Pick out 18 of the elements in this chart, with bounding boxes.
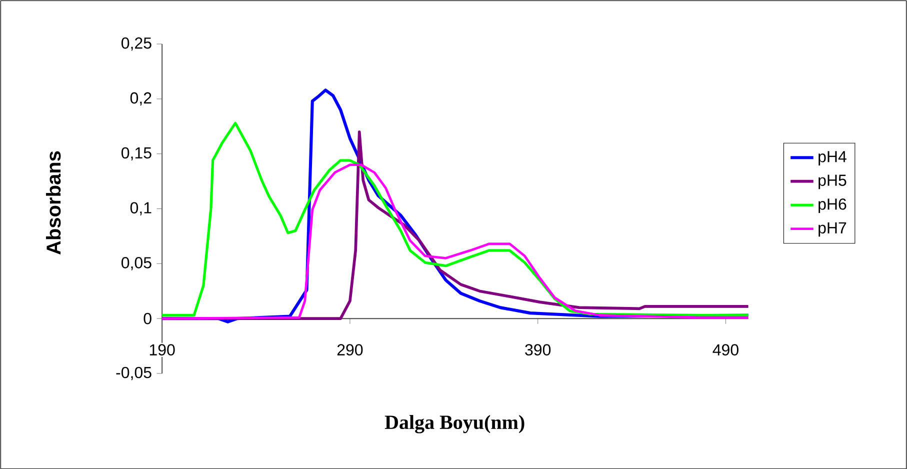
legend-label: pH4	[818, 150, 846, 166]
y-tick-label: 0,25	[122, 37, 152, 50]
legend-label: pH7	[818, 222, 846, 236]
y-tick-label: 0	[144, 312, 152, 324]
y-tick-label: -0,05	[116, 366, 152, 380]
legend-label: pH5	[818, 174, 846, 189]
y-tick-label: 0,05	[122, 256, 152, 270]
x-tick-label: 190	[150, 344, 175, 356]
x-tick-label: 390	[525, 344, 551, 356]
line-series	[160, 163, 750, 320]
x-tick-label: 490	[712, 344, 738, 356]
y-axis-title: Absorbans	[46, 151, 61, 254]
legend-label: pH6	[818, 198, 846, 213]
y-tick-label: 0,1	[130, 202, 152, 216]
x-axis-title: Dalga Boyu(nm)	[384, 414, 524, 434]
x-tick-label: 290	[337, 344, 363, 356]
y-tick-label: 0,15	[122, 146, 152, 160]
y-tick-label: 0,2	[130, 92, 152, 106]
